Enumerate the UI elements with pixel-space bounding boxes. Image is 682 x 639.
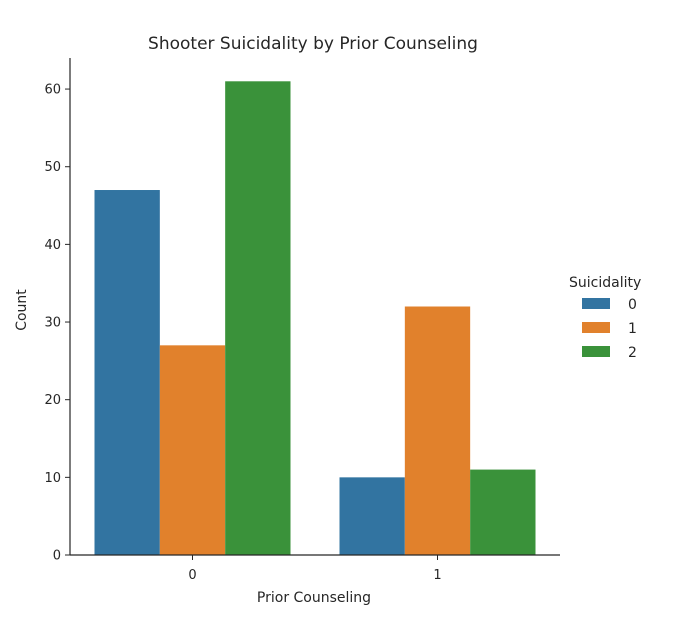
legend-label-1: 1: [628, 321, 637, 337]
x-axis-label: Prior Counseling: [257, 590, 371, 606]
legend-swatch-1: [582, 322, 610, 333]
bar-cat-1-series-2: [470, 469, 536, 555]
y-axis-label: Count: [14, 289, 30, 331]
bar-cat-0-series-1: [159, 345, 226, 555]
y-tick-label: 10: [44, 471, 61, 486]
y-tick-label: 50: [44, 160, 61, 175]
bar-cat-0-series-0: [94, 190, 160, 555]
bar-cat-1-series-0: [339, 477, 405, 555]
bar-cat-0-series-2: [225, 81, 291, 555]
y-tick-label: 0: [53, 549, 61, 564]
y-tick-label: 60: [44, 83, 61, 98]
x-tick-label: 1: [433, 568, 441, 583]
chart-title: Shooter Suicidality by Prior Counseling: [148, 34, 478, 54]
legend-items: 0 1 2: [582, 297, 637, 361]
legend-label-0: 0: [628, 297, 637, 313]
bar-cat-1-series-1: [404, 306, 471, 555]
y-ticks-group: 0 10 20 30 40 50 60: [44, 83, 70, 564]
bars-group: [94, 81, 536, 555]
x-tick-label: 0: [188, 568, 196, 583]
y-tick-label: 30: [44, 316, 61, 331]
legend-label-2: 2: [628, 345, 637, 361]
legend-title: Suicidality: [569, 275, 641, 291]
legend-swatch-0: [582, 298, 610, 309]
legend: Suicidality 0 1 2: [569, 275, 641, 361]
legend-swatch-2: [582, 346, 610, 357]
y-tick-label: 40: [44, 238, 61, 253]
y-tick-label: 20: [44, 393, 61, 408]
